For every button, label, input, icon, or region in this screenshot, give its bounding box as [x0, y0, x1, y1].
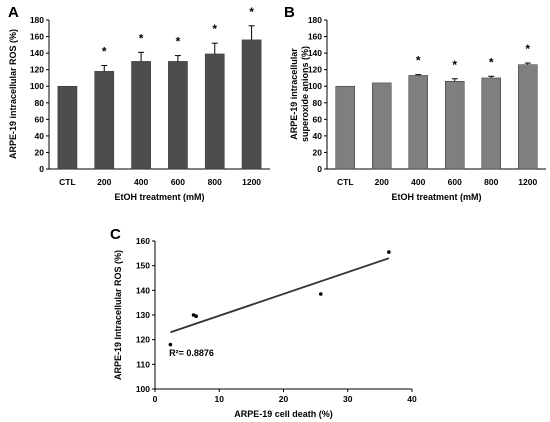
- y-tick-label: 140: [30, 48, 44, 58]
- x-tick-label: 400: [411, 177, 425, 187]
- x-tick-label: 800: [484, 177, 498, 187]
- y-tick-label: 110: [136, 359, 150, 369]
- significance-marker: *: [452, 58, 457, 72]
- x-tick-label: 200: [375, 177, 389, 187]
- significance-marker: *: [102, 45, 107, 59]
- y-tick-label: 160: [30, 32, 44, 42]
- x-tick-label: 30: [343, 394, 353, 404]
- y-tick-label: 130: [136, 310, 150, 320]
- data-point: [387, 250, 391, 254]
- x-tick-label: 0: [153, 394, 158, 404]
- y-tick-label: 120: [30, 65, 44, 75]
- bar: [518, 64, 538, 170]
- y-axis-label-line: ARPE-19 intracellular: [289, 48, 299, 140]
- bar: [131, 61, 151, 170]
- x-tick-label: 1200: [518, 177, 537, 187]
- x-tick-label: 10: [215, 394, 225, 404]
- y-tick-label: 180: [308, 15, 322, 25]
- panel-letter: B: [284, 4, 295, 21]
- y-tick-label: 0: [39, 164, 44, 174]
- bar: [335, 85, 355, 170]
- significance-marker: *: [212, 22, 217, 36]
- data-point: [318, 292, 323, 296]
- y-tick-label: 80: [35, 98, 45, 108]
- y-axis-label: ARPE-19 Intracellular ROS (%): [113, 250, 123, 380]
- panel-c: C 100 110 120 130 140 150 160 0 10 20 30 40 R²= 0.887…: [110, 226, 417, 419]
- y-tick-label: 100: [136, 384, 150, 394]
- x-axis-label: EtOH treatment (mM): [114, 192, 204, 202]
- y-tick-label: 40: [35, 131, 45, 141]
- y-tick-label: 140: [308, 48, 322, 58]
- y-tick-label: 60: [35, 114, 45, 124]
- x-tick-label: 400: [134, 177, 148, 187]
- x-tick-label: 40: [407, 394, 417, 404]
- panel-a: A 0 20 40 60 80 100 120 140 160 180 CTL * 200 * 400 * 600…: [8, 4, 270, 202]
- bar: [445, 81, 465, 170]
- y-tick-label: 40: [313, 131, 323, 141]
- bar: [94, 71, 115, 170]
- bar: [57, 85, 78, 170]
- y-tick-label: 60: [313, 114, 323, 124]
- y-tick-label: 80: [313, 98, 323, 108]
- y-tick-label: 160: [308, 32, 322, 42]
- x-axis-label: EtOH treatment (mM): [391, 192, 481, 202]
- bar: [481, 77, 501, 170]
- y-tick-label: 100: [30, 81, 44, 91]
- panel-b: B 0 20 40 60 80 100 120 140 160 180 CTL 200 * 400 * 600 *…: [284, 4, 546, 202]
- y-tick-label: 120: [136, 335, 150, 345]
- y-tick-label: 180: [30, 15, 44, 25]
- y-axis-label: ARPE-19 intracellularsuperoxide anions (…: [289, 46, 310, 142]
- bar: [241, 39, 262, 170]
- x-tick-label: CTL: [59, 177, 76, 187]
- x-tick-label: 600: [171, 177, 185, 187]
- data-point: [168, 342, 173, 347]
- bar: [204, 53, 225, 170]
- panel-letter: A: [8, 4, 19, 21]
- bar: [168, 61, 188, 170]
- y-axis-label-line: superoxide anions (%): [300, 46, 310, 142]
- y-tick-label: 150: [136, 261, 150, 271]
- y-axis-label: ARPE-19 intracellular ROS (%): [8, 29, 18, 159]
- y-tick-label: 20: [313, 147, 323, 157]
- x-axis-label: ARPE-19 cell death (%): [234, 409, 333, 419]
- data-point: [194, 314, 198, 319]
- y-tick-label: 100: [308, 81, 322, 91]
- trendline: [170, 257, 390, 334]
- y-tick-label: 140: [136, 285, 150, 295]
- x-tick-label: 600: [448, 177, 462, 187]
- panel-letter: C: [110, 226, 121, 243]
- x-tick-label: 800: [208, 177, 222, 187]
- y-tick-label: 20: [35, 147, 45, 157]
- bar: [372, 82, 392, 170]
- y-tick-label: 120: [308, 65, 322, 75]
- significance-marker: *: [489, 55, 494, 69]
- significance-marker: *: [525, 42, 530, 56]
- x-tick-label: CTL: [337, 177, 354, 187]
- x-tick-label: 1200: [242, 177, 261, 187]
- x-tick-label: 200: [97, 177, 111, 187]
- y-tick-label: 0: [317, 164, 322, 174]
- r-squared-annotation: R²= 0.8876: [169, 348, 214, 358]
- bar: [408, 75, 428, 170]
- y-tick-label: 160: [136, 236, 150, 246]
- significance-marker: *: [139, 31, 144, 45]
- significance-marker: *: [176, 35, 181, 49]
- x-tick-label: 20: [279, 394, 289, 404]
- significance-marker: *: [416, 54, 421, 68]
- significance-marker: *: [249, 5, 254, 19]
